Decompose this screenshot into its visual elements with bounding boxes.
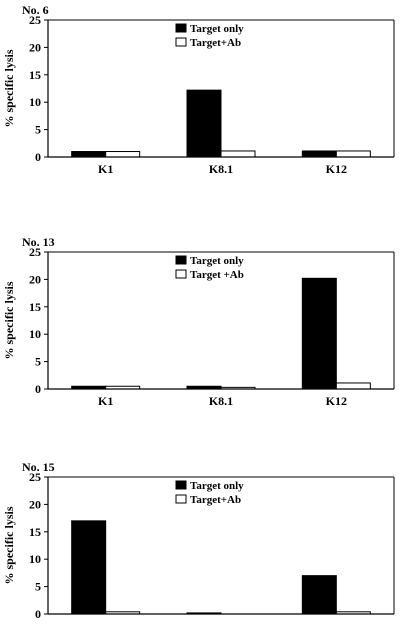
x-category-label: K8.1 bbox=[209, 394, 233, 408]
y-tick-label: 25 bbox=[29, 13, 41, 27]
y-tick-label: 10 bbox=[29, 95, 41, 109]
y-tick-label: 20 bbox=[29, 40, 41, 54]
bar-target-only bbox=[71, 151, 107, 158]
x-category-label: K1 bbox=[98, 162, 113, 176]
x-category-label: K12 bbox=[326, 162, 347, 176]
y-tick-label: 25 bbox=[29, 245, 41, 259]
legend-swatch bbox=[175, 480, 187, 490]
chart-title: No. 15 bbox=[22, 460, 55, 474]
chart-title: No. 13 bbox=[22, 235, 55, 249]
x-category-label: K1 bbox=[98, 394, 113, 408]
legend-swatch bbox=[175, 269, 187, 279]
bar-target-ab bbox=[335, 150, 371, 158]
bar-target-ab bbox=[105, 151, 141, 158]
y-tick-label: 20 bbox=[29, 272, 41, 286]
legend-label: Target only bbox=[190, 255, 244, 267]
y-tick-label: 5 bbox=[35, 355, 41, 369]
bar-chart-no15: No. 15% specific lysis0510152025K1K8.1K1… bbox=[2, 460, 395, 633]
y-axis-label: % specific lysis bbox=[2, 281, 16, 359]
y-tick-label: 20 bbox=[29, 497, 41, 511]
bar-chart-no6: No. 6 % specific lysis 0 5 10 15 20 25 K1 K8.1 K12… bbox=[2, 3, 395, 176]
legend-swatch bbox=[175, 23, 187, 33]
legend-swatch bbox=[175, 255, 187, 265]
y-axis-label: % specific lysis bbox=[2, 49, 16, 127]
x-category-label: K12 bbox=[326, 394, 347, 408]
y-tick-label: 5 bbox=[35, 580, 41, 594]
bar-chart-no13: No. 13 % specific lysis 0 5 10 15 20 25 K1 K8.1 K1… bbox=[2, 235, 395, 408]
chart-title: No. 6 bbox=[22, 3, 49, 17]
y-tick-label: 0 bbox=[35, 150, 41, 164]
bar-target-only bbox=[301, 150, 337, 158]
bar-target-ab bbox=[335, 382, 371, 390]
bar-target-only bbox=[186, 89, 222, 158]
legend-label: Target only bbox=[190, 23, 244, 35]
bar-target-ab bbox=[220, 150, 256, 158]
bar-target-only bbox=[301, 277, 337, 390]
y-tick-label: 15 bbox=[29, 300, 41, 314]
legend-label: Target only bbox=[190, 480, 244, 492]
x-category-label: K8.1 bbox=[209, 162, 233, 176]
bar-target-only bbox=[71, 520, 107, 615]
chart-panel-3: No. 15% specific lysis0510152025K1K8.1K1… bbox=[0, 457, 402, 637]
y-tick-label: 0 bbox=[35, 607, 41, 621]
legend-swatch bbox=[175, 494, 187, 504]
chart-panel-2: No. 13 % specific lysis 0 5 10 15 20 25 K1 K8.1 K1… bbox=[0, 232, 402, 412]
chart-panel-1: No. 6 % specific lysis 0 5 10 15 20 25 K1 K8.1 K12… bbox=[0, 0, 402, 180]
y-axis-label: % specific lysis bbox=[2, 506, 16, 584]
y-tick-label: 15 bbox=[29, 525, 41, 539]
y-tick-label: 15 bbox=[29, 68, 41, 82]
y-tick-label: 10 bbox=[29, 552, 41, 566]
bar-target-only bbox=[301, 575, 337, 615]
y-tick-label: 10 bbox=[29, 327, 41, 341]
legend-label: Target+Ab bbox=[190, 494, 241, 506]
legend-label: Target+Ab bbox=[190, 37, 241, 49]
y-tick-label: 0 bbox=[35, 382, 41, 396]
legend-swatch bbox=[175, 37, 187, 47]
y-tick-label: 25 bbox=[29, 470, 41, 484]
y-tick-label: 5 bbox=[35, 123, 41, 137]
legend-label: Target +Ab bbox=[190, 269, 244, 281]
